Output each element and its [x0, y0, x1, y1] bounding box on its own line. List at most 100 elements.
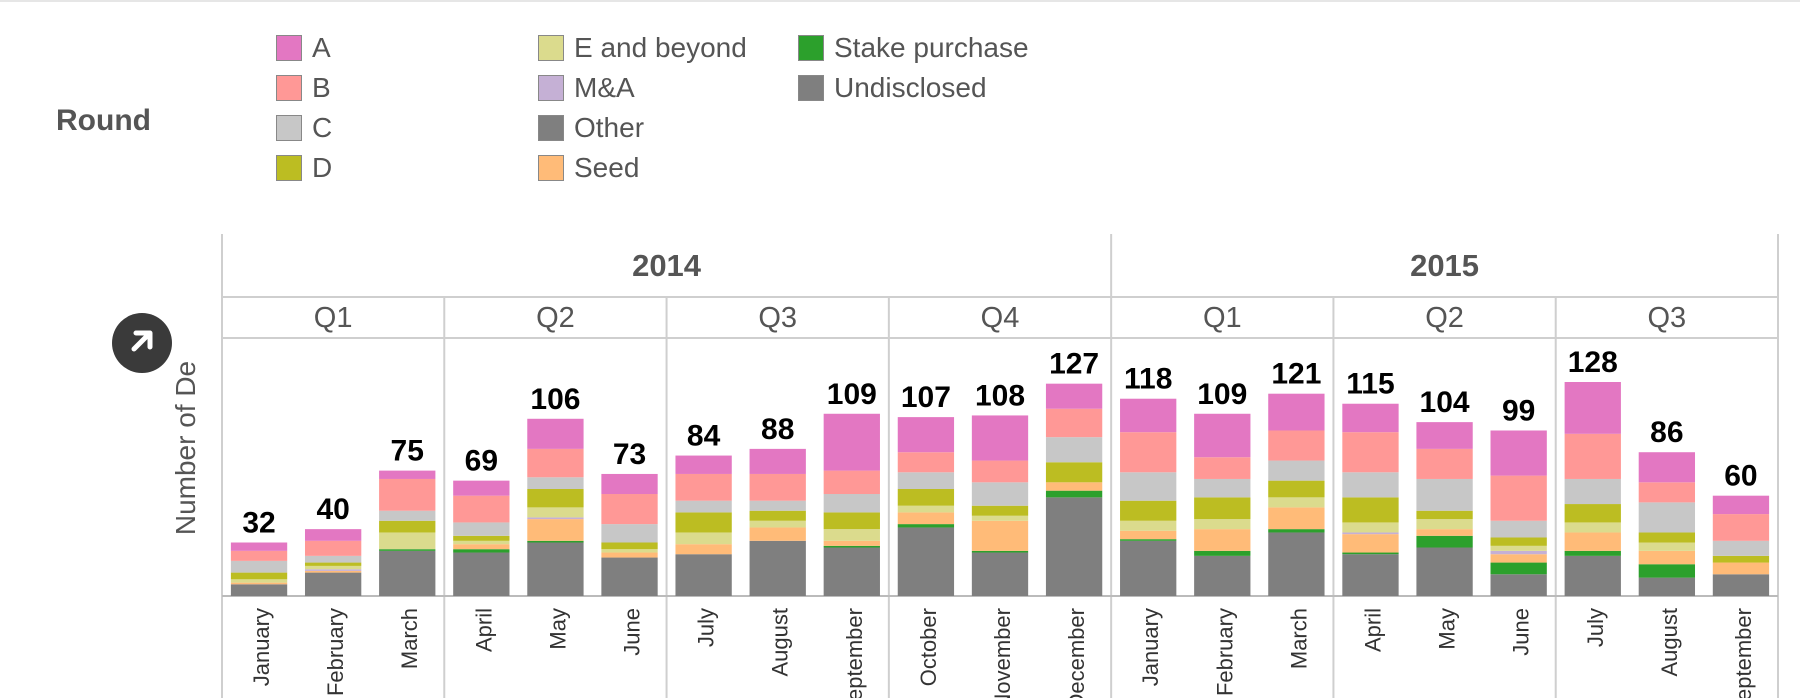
bar-segment-stake-purchase: [1120, 539, 1177, 541]
bar-segment-b: [304, 540, 362, 556]
bar-segment-seed: [1564, 532, 1621, 551]
bar-segment-undisclosed: [675, 554, 732, 596]
legend-item-seed[interactable]: Seed: [538, 150, 639, 186]
legend-swatch: [276, 155, 302, 181]
bar-segment-seed: [1638, 550, 1696, 565]
bar-segment-m-a: [1490, 550, 1547, 555]
bar-segment-e-and-beyond: [675, 532, 732, 545]
bar-segment-e-and-beyond: [1120, 520, 1177, 531]
bar-segment-c: [1490, 520, 1547, 538]
legend-swatch: [276, 115, 302, 141]
legend-title: Round: [56, 104, 151, 137]
legend-item-stake-purchase[interactable]: Stake purchase: [798, 30, 1029, 66]
legend-label: Undisclosed: [834, 72, 987, 103]
bar-segment-stake-purchase: [1268, 529, 1325, 533]
bar-segment-stake-purchase: [1564, 550, 1621, 556]
bar-segment-undisclosed: [1712, 574, 1770, 596]
bar-segment-e-and-beyond: [971, 515, 1029, 521]
legend-item-e-and-beyond[interactable]: E and beyond: [538, 30, 747, 66]
month-tick-label: January: [249, 608, 274, 686]
month-tick-label: April: [1360, 608, 1385, 652]
legend-item-other[interactable]: Other: [538, 110, 644, 146]
bar-segment-d: [897, 489, 955, 506]
legend-swatch: [798, 35, 824, 61]
bar-segment-e-and-beyond: [527, 507, 584, 518]
bar-segment-stake-purchase: [453, 549, 510, 553]
top-divider: [0, 0, 1800, 2]
bar-segment-e-and-beyond: [304, 565, 362, 570]
bar-segment-b: [1490, 475, 1547, 521]
bar-segment-seed: [675, 544, 732, 555]
bar-segment-a: [749, 448, 806, 474]
bar-segment-d: [230, 572, 288, 580]
bar-segment-d: [1564, 504, 1621, 523]
legend-item-m-a[interactable]: M&A: [538, 70, 635, 106]
bar-segment-c: [230, 560, 288, 573]
bar-segment-d: [1342, 497, 1399, 523]
bar-segment-e-and-beyond: [823, 529, 880, 541]
month-tick-label: October: [916, 608, 941, 686]
bar-segment-stake-purchase: [1194, 550, 1251, 556]
legend-swatch: [538, 115, 564, 141]
legend-label: D: [312, 152, 333, 183]
month-tick-label: September: [1731, 608, 1756, 698]
quarter-label: Q2: [536, 302, 575, 334]
bar-segment-d: [453, 535, 510, 541]
bar-segment-seed: [897, 512, 955, 525]
total-label: 40: [316, 493, 349, 526]
month-tick-label: February: [1212, 608, 1237, 696]
bar-segment-stake-purchase: [971, 550, 1029, 553]
bar-segment-d: [527, 489, 584, 508]
year-label-2015: 2015: [1410, 248, 1479, 283]
expand-button[interactable]: [112, 313, 172, 373]
legend-swatch: [538, 75, 564, 101]
bar-segment-seed: [1120, 530, 1177, 540]
bar-segment-stake-purchase: [1342, 552, 1399, 555]
bar-segment-d: [1268, 480, 1325, 498]
bar-segment-b: [379, 478, 436, 511]
bar-segment-undisclosed: [1120, 540, 1177, 596]
bar-segment-b: [1194, 457, 1251, 479]
legend-item-a[interactable]: A: [276, 30, 331, 66]
bar-segment-a: [1194, 413, 1251, 458]
total-label: 128: [1568, 346, 1618, 379]
legend-item-d[interactable]: D: [276, 150, 332, 186]
bar-segment-a: [1564, 382, 1621, 434]
bar-segment-d: [304, 562, 362, 566]
legend-label: B: [312, 72, 331, 103]
bar-segment-a: [823, 413, 880, 471]
bar-segment-a: [1045, 383, 1103, 409]
bar-segment-e-and-beyond: [379, 532, 436, 550]
bar-segment-c: [1712, 540, 1770, 556]
bar-segment-e-and-beyond: [749, 520, 806, 528]
bar-segment-e-and-beyond: [230, 579, 288, 583]
total-label: 84: [687, 420, 721, 453]
legend-label: M&A: [574, 72, 635, 103]
legend-swatch: [798, 75, 824, 101]
bar-segment-seed: [823, 540, 880, 546]
month-tick-label: January: [1138, 608, 1163, 686]
legend-item-c[interactable]: C: [276, 110, 332, 146]
bar-segment-c: [379, 510, 436, 521]
bar-segment-e-and-beyond: [601, 549, 658, 553]
bar-segment-c: [1268, 460, 1325, 481]
month-tick-label: July: [694, 608, 719, 647]
bar-segment-stake-purchase: [1416, 535, 1473, 548]
bar-segment-stake-purchase: [379, 549, 436, 551]
bar-segment-b: [1416, 448, 1473, 479]
legend-item-undisclosed[interactable]: Undisclosed: [798, 70, 987, 106]
quarter-label: Q1: [1203, 302, 1242, 334]
bar-segment-d: [1120, 500, 1177, 521]
bar-segment-c: [971, 482, 1029, 506]
bar-segment-undisclosed: [453, 552, 510, 596]
legend-item-b[interactable]: B: [276, 70, 331, 106]
bar-segment-seed: [1712, 562, 1770, 575]
bar-segment-c: [897, 472, 955, 489]
bar-segment-e-and-beyond: [1416, 519, 1473, 530]
month-tick-label: March: [1286, 608, 1311, 669]
legend-label: Other: [574, 112, 645, 143]
bar-segment-a: [1342, 403, 1399, 433]
bar-segment-c: [1638, 502, 1696, 533]
quarter-label: Q1: [314, 302, 353, 334]
